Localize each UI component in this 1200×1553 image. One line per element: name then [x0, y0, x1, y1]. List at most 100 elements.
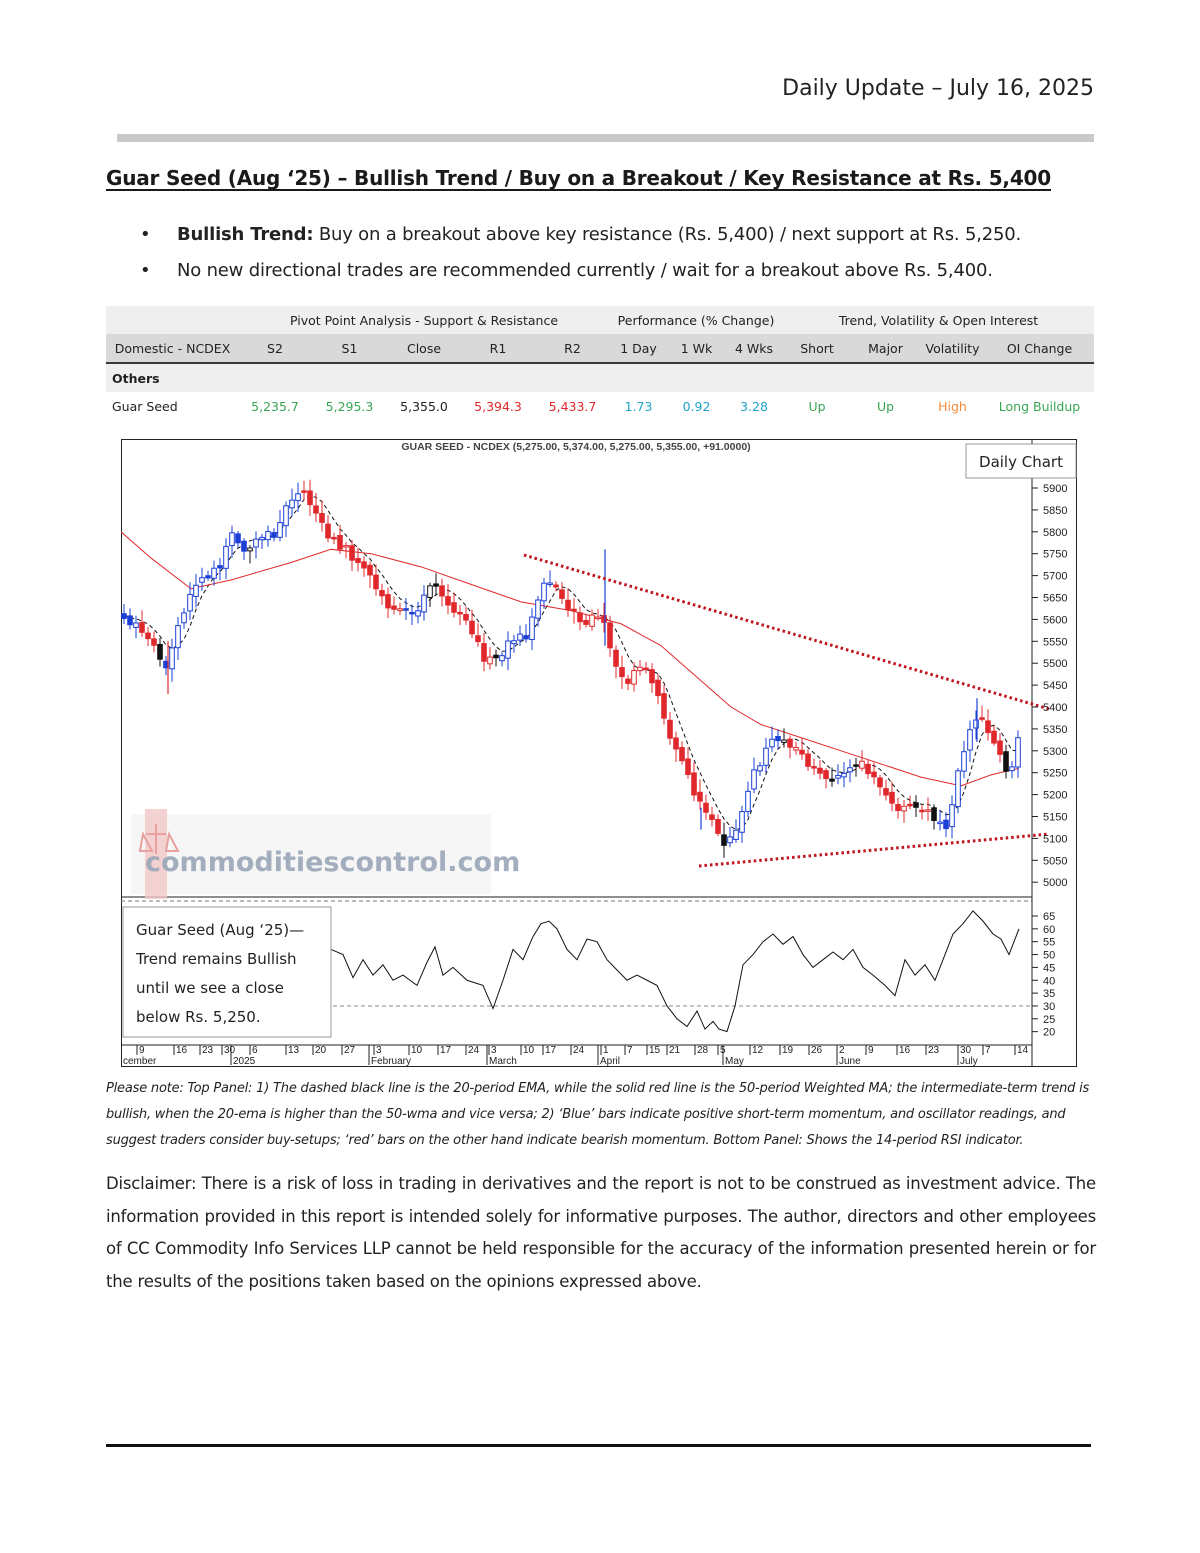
candle-body: [733, 829, 739, 840]
candle-body: [217, 565, 223, 569]
column-header: 1 Wk: [668, 334, 725, 364]
candle-body: [211, 567, 217, 579]
candle-body: [721, 834, 727, 846]
candle-body: [979, 717, 985, 720]
date-axis-label: 3: [491, 1045, 497, 1056]
month-axis-label: April: [600, 1056, 620, 1067]
candle-body: [355, 558, 361, 563]
table-cell: 5,355.0: [400, 398, 448, 414]
candle-body: [259, 536, 265, 541]
chart-label-box: Daily Chart: [965, 443, 1077, 479]
candle-body: [499, 655, 505, 662]
chart-title: GUAR SEED - NCDEX (5,275.00, 5,374.00, 5…: [401, 441, 750, 453]
candle-body: [271, 532, 277, 538]
candle-body: [349, 545, 355, 561]
candle-body: [925, 809, 931, 812]
price-axis-label: 5150: [1043, 812, 1067, 824]
table-cell: 5,295.3: [325, 398, 374, 414]
key-point: No new directional trades are recommende…: [138, 258, 1021, 294]
table-cell: Guar Seed: [112, 398, 178, 414]
annotation-frame: [122, 906, 332, 1038]
price-axis-label: 5800: [1043, 527, 1067, 539]
date-axis-label: 24: [573, 1045, 585, 1056]
candle-body: [1015, 737, 1021, 768]
candle-body: [511, 640, 517, 645]
rsi-axis-label: 50: [1043, 950, 1055, 962]
candle-body: [205, 575, 211, 579]
candle-body: [661, 693, 667, 719]
candle-body: [451, 602, 457, 613]
rsi-axis-label: 55: [1043, 937, 1055, 949]
candle-body: [469, 620, 475, 635]
price-axis-label: 5000: [1043, 877, 1067, 889]
candle-body: [241, 540, 247, 552]
candle-body: [253, 538, 259, 548]
date-axis-label: 12: [752, 1045, 764, 1056]
candle-body: [781, 739, 787, 743]
candle-body: [847, 767, 853, 773]
date-axis-label: 26: [811, 1045, 823, 1056]
month-axis-label: May: [725, 1056, 744, 1067]
header-divider: [117, 134, 1094, 142]
month-axis-label: 2025: [233, 1056, 256, 1067]
candle-body: [289, 499, 295, 509]
column-header: R2: [536, 334, 609, 364]
date-axis-label: 27: [344, 1045, 356, 1056]
candle-body: [589, 614, 595, 627]
watermark-background: [131, 814, 491, 894]
key-point-text: No new directional trades are recommende…: [177, 260, 993, 281]
chart-label: Daily Chart: [979, 453, 1063, 471]
table-cell: 1.73: [624, 398, 653, 414]
column-header: S1: [311, 334, 388, 364]
date-axis-label: 20: [315, 1045, 327, 1056]
candle-body: [631, 670, 637, 685]
table-group-row: Pivot Point Analysis - Support & Resista…: [106, 306, 1094, 334]
table-cell: Long Buildup: [998, 398, 1081, 414]
date-axis-label: 16: [899, 1045, 911, 1056]
candle-body: [757, 765, 763, 772]
candle-body: [877, 777, 883, 788]
annotation-box: Guar Seed (Aug ‘25)— Trend remains Bulli…: [122, 906, 332, 1038]
candle-body: [373, 574, 379, 590]
candle-body: [775, 735, 781, 742]
candle-body: [883, 788, 889, 796]
column-header: R1: [460, 334, 536, 364]
candle-body: [901, 805, 907, 812]
candle-body: [391, 605, 397, 610]
date-axis-label: 7: [627, 1045, 633, 1056]
rsi-axis-label: 40: [1043, 975, 1055, 987]
candle-body: [823, 770, 829, 779]
candle-body: [403, 608, 409, 611]
column-header: 1 Day: [609, 334, 668, 364]
price-axis-label: 5250: [1043, 768, 1067, 780]
candle-body: [427, 585, 433, 598]
column-header: Domestic - NCDEX: [106, 334, 239, 364]
candle-body: [397, 608, 403, 612]
performance-group-header: Performance (% Change): [609, 306, 783, 334]
table-header-row: Domestic - NCDEX S2 S1 Close R1 R2 1 Day…: [106, 334, 1094, 364]
candle-body: [601, 615, 607, 623]
table-section-row: Others: [106, 363, 1094, 392]
candle-body: [985, 720, 991, 734]
column-header: OI Change: [985, 334, 1094, 364]
candle-body: [709, 814, 715, 820]
candle-body: [493, 654, 499, 659]
candle-body: [907, 803, 913, 807]
month-axis-label: June: [839, 1056, 861, 1067]
candle-body: [751, 769, 757, 790]
candle-body: [889, 791, 895, 804]
candle-body: [679, 747, 685, 762]
price-axis-label: 5750: [1043, 549, 1067, 561]
table-cell: 5,433.7: [548, 398, 597, 414]
candle-body: [145, 632, 151, 640]
candle-body: [421, 594, 427, 613]
candle-body: [937, 821, 943, 825]
candle-body: [739, 811, 745, 833]
column-header: Close: [388, 334, 460, 364]
candle-body: [817, 767, 823, 774]
watermark-text: commoditiescontrol.com: [145, 847, 520, 878]
date-axis-label: 6: [252, 1045, 258, 1056]
table-cell: 3.28: [740, 398, 768, 414]
candle-body: [1009, 766, 1015, 772]
rsi-axis-label: 45: [1043, 962, 1055, 974]
